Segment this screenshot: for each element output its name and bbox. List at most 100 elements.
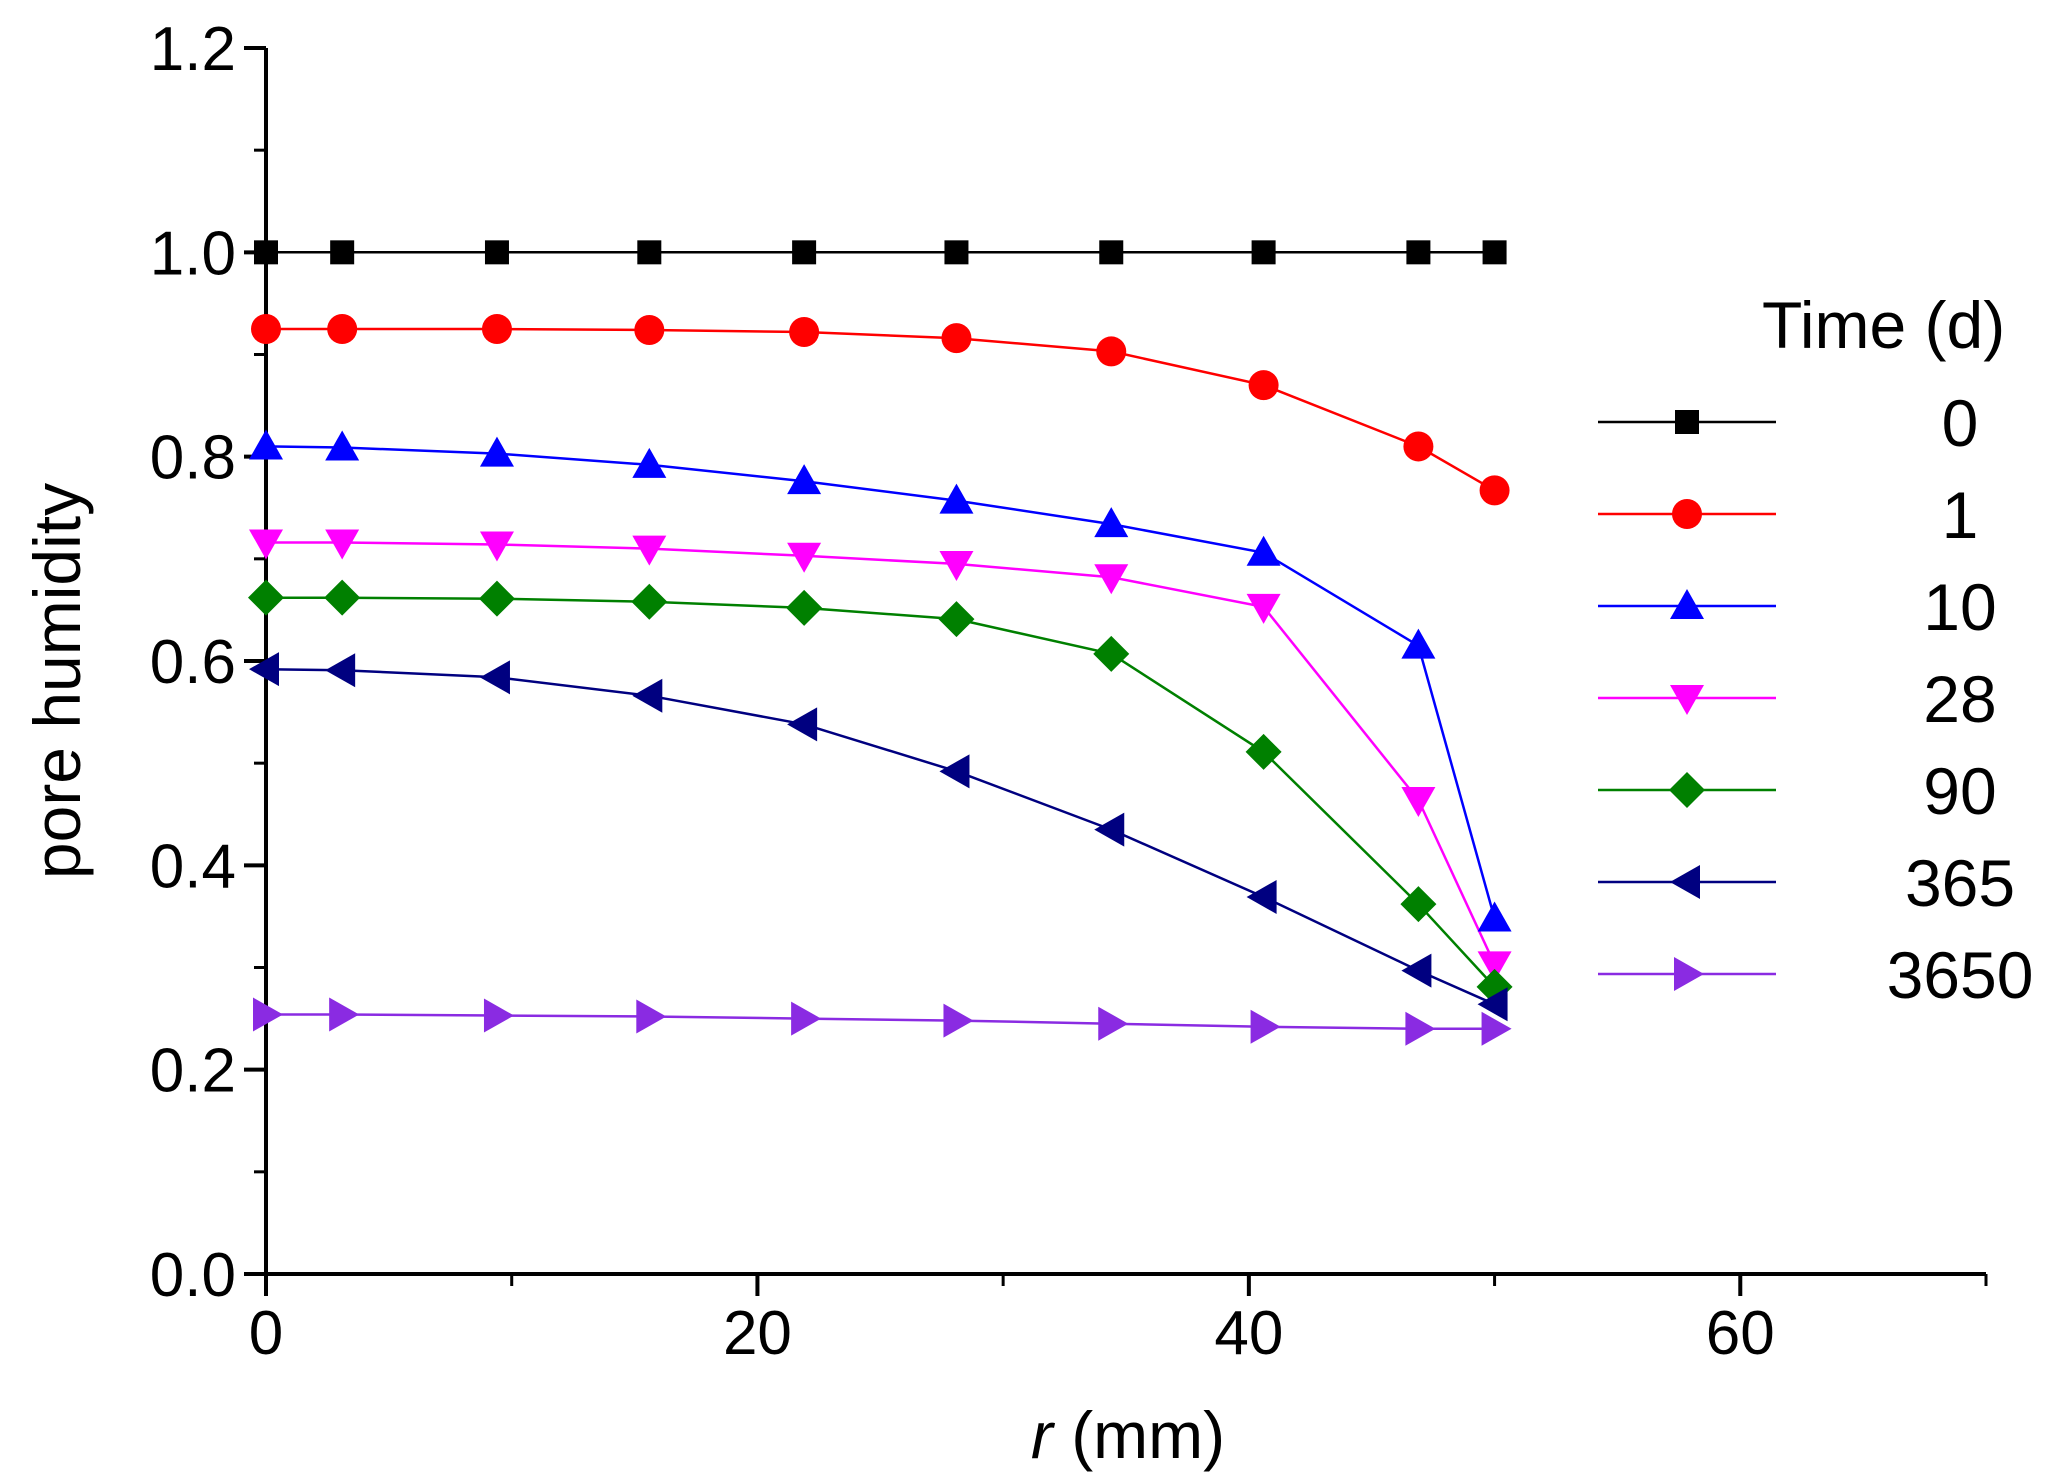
legend-label-10: 10 [1923, 570, 1996, 644]
data-point-1 [1479, 475, 1510, 506]
data-point-1 [941, 323, 972, 354]
legend-label-28: 28 [1923, 662, 1996, 736]
x-axis-title: r (mm) [1031, 1398, 1225, 1472]
data-point-0 [637, 240, 662, 265]
data-point-90 [1093, 635, 1130, 672]
data-point-1 [1248, 370, 1279, 401]
data-point-0 [484, 240, 509, 265]
data-point-3650 [636, 999, 667, 1034]
data-point-10 [249, 429, 283, 460]
y-tick-label: 1.0 [150, 219, 236, 288]
legend: Time (d) 0 1 10 28 90 365 3650 [1598, 288, 2033, 1012]
data-point-365 [1094, 812, 1125, 847]
data-point-365 [479, 660, 510, 695]
data-point-365 [939, 754, 970, 789]
data-point-1 [1096, 336, 1127, 367]
data-point-365 [249, 652, 279, 687]
data-point-28 [939, 550, 974, 581]
legend-marker-365 [1670, 865, 1700, 899]
data-point-0 [330, 240, 355, 265]
data-point-1 [789, 317, 820, 348]
data-point-28 [1477, 951, 1512, 982]
y-axis-title: pore humidity [20, 483, 94, 879]
x-axis-title-unit: (mm) [1053, 1398, 1225, 1472]
legend-title: Time (d) [1762, 288, 2005, 362]
x-axis-title-var: r [1031, 1398, 1056, 1472]
legend-label-1: 1 [1942, 478, 1979, 552]
data-point-365 [787, 707, 818, 742]
data-point-90 [248, 579, 284, 616]
series-lines [265, 251, 1496, 1031]
legend-marker-28 [1670, 685, 1704, 715]
data-point-3650 [1098, 1006, 1129, 1041]
data-point-3650 [791, 1001, 822, 1036]
data-point-90 [478, 580, 515, 617]
y-tick-label: 1.2 [150, 15, 236, 84]
data-point-28 [1401, 786, 1436, 817]
x-tick-label: 0 [249, 1299, 283, 1368]
legend-label-365: 365 [1905, 846, 2015, 920]
data-point-28 [479, 531, 514, 562]
data-point-90 [1400, 886, 1437, 923]
data-point-1 [481, 313, 512, 344]
data-point-3650 [329, 997, 360, 1032]
data-point-90 [938, 601, 975, 638]
data-point-0 [254, 240, 278, 265]
data-point-365 [1246, 880, 1277, 915]
series-line-90 [266, 596, 1496, 988]
data-point-365 [1477, 987, 1508, 1022]
legend-marker-1 [1672, 499, 1702, 529]
data-point-365 [325, 653, 356, 688]
series-line-28 [266, 541, 1496, 965]
data-point-3650 [253, 997, 283, 1032]
data-point-0 [792, 240, 817, 265]
legend-marker-10 [1670, 589, 1704, 619]
legend-marker-0 [1675, 410, 1699, 434]
x-tick-label: 40 [1214, 1299, 1283, 1368]
data-point-28 [787, 542, 822, 573]
data-point-3650 [1405, 1011, 1436, 1046]
y-tick-label: 0.8 [150, 424, 236, 493]
data-point-10 [939, 483, 974, 514]
data-point-0 [1251, 240, 1276, 265]
data-point-28 [249, 529, 283, 560]
series-line-3650 [266, 1013, 1495, 1031]
data-point-28 [325, 529, 360, 560]
data-point-3650 [943, 1003, 974, 1038]
data-point-365 [632, 678, 663, 713]
data-point-10 [632, 447, 667, 478]
data-point-10 [479, 436, 514, 467]
data-point-90 [786, 589, 823, 626]
data-point-0 [944, 240, 969, 265]
axes: 0.0 0.2 0.4 0.6 0.8 1.0 1.2 0 20 40 60 [150, 15, 1988, 1368]
series-line-1 [266, 327, 1496, 492]
data-point-365 [1401, 953, 1432, 988]
data-point-10 [325, 430, 360, 461]
data-point-3650 [1250, 1009, 1281, 1044]
data-point-0 [1406, 240, 1431, 265]
x-tick-label: 60 [1706, 1299, 1775, 1368]
data-point-10 [1401, 628, 1436, 659]
data-point-28 [632, 535, 667, 566]
data-point-0 [1099, 240, 1124, 265]
legend-label-90: 90 [1923, 754, 1996, 828]
data-point-90 [324, 579, 361, 616]
data-point-28 [1246, 593, 1281, 624]
legend-label-3650: 3650 [1887, 938, 2034, 1012]
y-tick-label: 0.4 [150, 832, 236, 901]
data-point-90 [631, 583, 668, 620]
y-tick-label: 0.2 [150, 1037, 236, 1106]
data-point-1 [634, 314, 665, 345]
data-point-10 [1246, 535, 1281, 566]
data-point-28 [1094, 564, 1129, 595]
data-point-10 [787, 464, 822, 495]
data-point-1 [1403, 431, 1434, 462]
legend-marker-3650 [1674, 957, 1704, 991]
data-point-10 [1094, 507, 1129, 538]
data-point-0 [1482, 240, 1507, 265]
legend-marker-90 [1669, 772, 1705, 808]
data-point-10 [1477, 901, 1512, 932]
data-point-90 [1245, 733, 1282, 770]
data-point-1 [251, 313, 281, 344]
